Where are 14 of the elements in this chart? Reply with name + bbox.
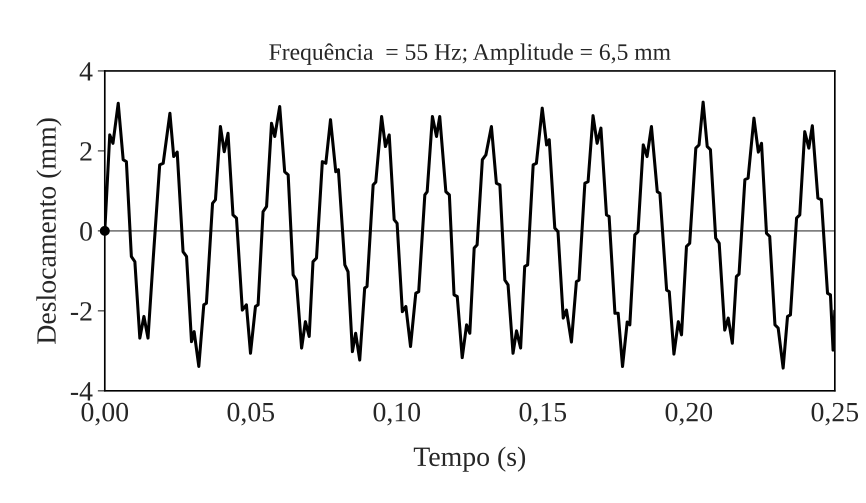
x-tick-label: 0,10 <box>374 402 420 426</box>
x-tick-label: 0,20 <box>666 402 712 426</box>
y-tick-label: -4 <box>70 382 93 400</box>
y-axis-title: Deslocamento (mm) <box>36 118 62 344</box>
y-tick-label: -2 <box>70 302 92 320</box>
y-tick-label: 0 <box>80 222 92 241</box>
x-axis-title: Tempo (s) <box>414 446 526 472</box>
y-tick-label: 4 <box>80 62 93 81</box>
x-tick-label: 0,25 <box>812 402 858 426</box>
chart-title: Frequência = 55 Hz; Amplitude = 6,5 mm <box>269 43 671 65</box>
x-tick-label: 0,05 <box>228 402 274 426</box>
y-tick-label: 2 <box>80 142 92 161</box>
x-tick-label: 0,00 <box>82 402 128 426</box>
x-tick-label: 0,15 <box>520 402 566 426</box>
